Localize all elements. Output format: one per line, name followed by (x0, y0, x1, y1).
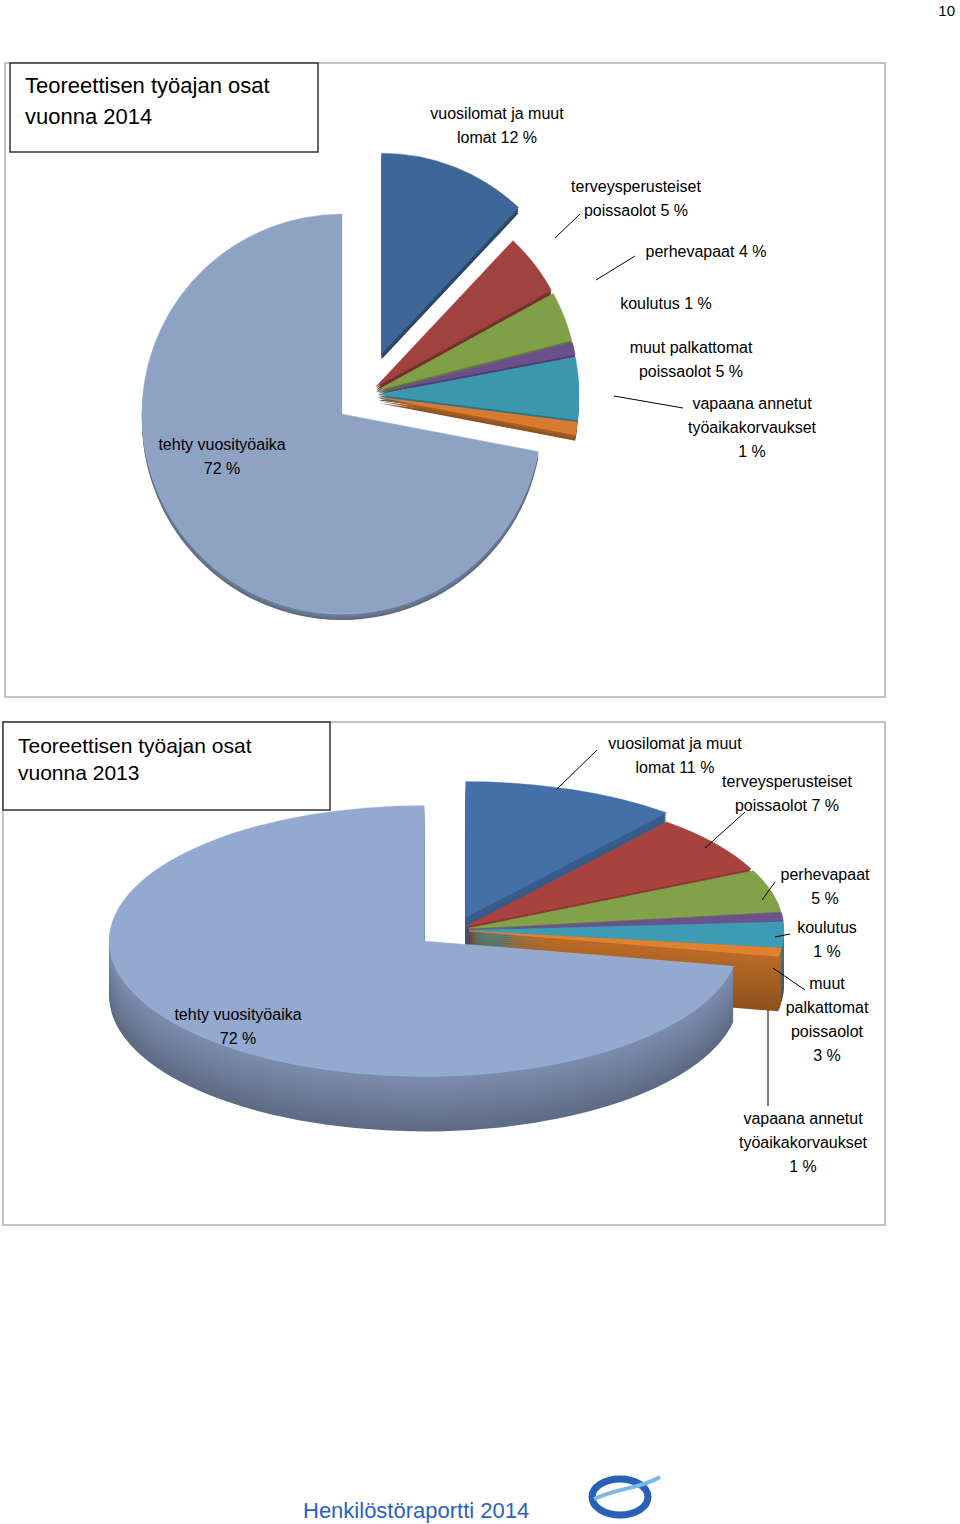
title-line: Teoreettisen työajan osat (25, 73, 270, 98)
slice-label: vuosilomat ja muut lomat (430, 105, 564, 146)
title-frame (10, 63, 318, 152)
pie-top (142, 153, 579, 614)
title-line: vuonna 2014 (25, 104, 152, 129)
data-label: 1 % (813, 943, 841, 960)
label-line: työaikakorvaukset (688, 419, 817, 436)
chart: Teoreettisen työajan osat vuonna 2014 vuos… (5, 63, 885, 697)
pie-depth (109, 803, 784, 1098)
label-line: vuosilomat ja muut (430, 105, 564, 122)
leader-line (775, 934, 790, 937)
pie-depth (109, 789, 784, 1084)
label-line: tehty vuosityöaika (174, 1006, 301, 1023)
footer: Henkilöstöraportti 2014 (303, 1498, 529, 1523)
data-label: 5 % (715, 363, 743, 380)
pie-depth (109, 805, 784, 1100)
slice-label: koulutus (797, 919, 857, 936)
label-line: terveysperusteiset (722, 773, 852, 790)
leader-line (762, 882, 775, 900)
label-line: poissaolot (639, 363, 712, 380)
slice (142, 214, 538, 614)
pie (142, 153, 579, 620)
data-label: 72 % (204, 460, 240, 477)
label-line: poissaolot (584, 202, 657, 219)
label-line: palkattomat (786, 999, 869, 1016)
pie-depth (109, 801, 784, 1096)
page-number: 10 (938, 2, 955, 19)
label-line: lomat (457, 129, 497, 146)
leader-line (768, 1010, 769, 1106)
label-line: poissaolot (735, 797, 808, 814)
title-line: Teoreettisen työajan osat (18, 734, 252, 757)
pie-depth (142, 159, 579, 620)
title-frame (3, 722, 330, 810)
leader-line (614, 396, 683, 408)
leader-line (555, 214, 580, 238)
data-label: 4 % (739, 243, 767, 260)
chart-title: Teoreettisen työajan osat vuonna 2013 (18, 734, 252, 784)
chart: Teoreettisen työajan osat vuonna 2013 vuos… (3, 722, 885, 1225)
slice-label: vuosilomat ja muut lomat (608, 735, 742, 776)
label-line: koulutus (620, 295, 680, 312)
page: 10 Henkilöstöraportti 2014 Teoreettisen ty… (0, 0, 960, 1524)
slice-label: terveysperusteiset poissaolot (722, 773, 852, 814)
label-line: työaikakorvaukset (739, 1134, 868, 1151)
slice-label: vapaana annetut työaikakorvaukset (688, 395, 817, 436)
label-line: poissaolot (791, 1023, 864, 1040)
leader-line (705, 812, 745, 848)
data-label: 1 % (684, 295, 712, 312)
label-line: muut (809, 975, 845, 992)
pie-depth (109, 799, 784, 1094)
slice-label: muut palkattomat poissaolot (786, 975, 869, 1040)
pie-depth (142, 157, 579, 618)
pie-depth (109, 785, 784, 1080)
label-line: perhevapaat (646, 243, 736, 260)
label-line: terveysperusteiset (571, 178, 701, 195)
pie (109, 782, 784, 1132)
chart-frame (5, 63, 885, 697)
data-label: 5 % (660, 202, 688, 219)
logo-shape (594, 1477, 660, 1499)
data-label: 72 % (220, 1030, 256, 1047)
data-label: 3 % (813, 1047, 841, 1064)
label-line: koulutus (797, 919, 857, 936)
slice-label: koulutus (620, 295, 680, 312)
leader-line (556, 750, 597, 790)
label-line: vapaana annetut (743, 1110, 863, 1127)
chart-title: Teoreettisen työajan osat vuonna 2014 (25, 73, 270, 129)
pie-depth (109, 797, 784, 1092)
chart-frame (3, 722, 885, 1225)
slice-label: tehty vuosityöaika (158, 436, 285, 453)
slice-label: perhevapaat (646, 243, 736, 260)
label-line: lomat (636, 759, 676, 776)
pie-depth (109, 795, 784, 1090)
label-line: muut palkattomat (630, 339, 753, 356)
pie-depth (109, 787, 784, 1082)
data-label: 1 % (789, 1158, 817, 1175)
slice-label: tehty vuosityöaika (174, 1006, 301, 1023)
label-line: vuosilomat ja muut (608, 735, 742, 752)
label-line: vapaana annetut (692, 395, 812, 412)
label-line: perhevapaat (781, 866, 871, 883)
pie-depth (109, 793, 784, 1088)
leader-line (773, 968, 805, 990)
slice-label: muut palkattomat poissaolot (630, 339, 753, 380)
slice-label: terveysperusteiset poissaolot (571, 178, 701, 219)
pie-top (109, 782, 784, 1077)
logo (592, 1477, 660, 1515)
slice-label: vapaana annetut työaikakorvaukset (739, 1110, 868, 1151)
leader-line (596, 256, 635, 280)
label-line: tehty vuosityöaika (158, 436, 285, 453)
data-label: 7 % (811, 797, 839, 814)
data-label: 5 % (811, 890, 839, 907)
pie-depth (109, 791, 784, 1086)
data-label: 12 % (501, 129, 537, 146)
data-label: 11 % (679, 759, 714, 776)
title-line: vuonna 2013 (18, 761, 139, 784)
slice-label: perhevapaat (781, 866, 871, 883)
pie-depth (109, 783, 784, 1078)
pie-depth (142, 155, 579, 616)
data-label: 1 % (738, 443, 766, 460)
slice (109, 806, 733, 1077)
